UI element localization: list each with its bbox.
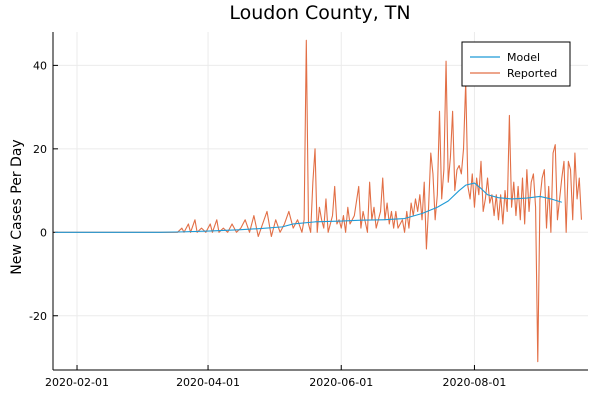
legend-box [461, 41, 571, 87]
legend-label: Model [507, 51, 540, 64]
y-tick-label: 40 [33, 59, 47, 72]
series-line-reported [55, 39, 582, 363]
x-tick-label: 2020-04-01 [176, 376, 240, 389]
tick-labels: 2020-02-01 2020-04-01 2020-06-01 2020-08-01… [29, 59, 506, 389]
x-tick-label: 2020-02-01 [45, 376, 109, 389]
x-tick-label: 2020-08-01 [442, 376, 506, 389]
legend: Model Reported [461, 41, 571, 87]
y-tick-label: 0 [40, 226, 47, 239]
y-axis-label: New Cases Per Day [9, 139, 25, 274]
series-line-model [55, 182, 562, 233]
legend-label: Reported [507, 67, 557, 80]
chart-title: Loudon County, TN [229, 2, 410, 24]
y-tick-label: -20 [29, 310, 47, 323]
y-tick-label: 20 [33, 143, 47, 156]
series [55, 39, 582, 363]
x-tick-label: 2020-06-01 [309, 376, 373, 389]
